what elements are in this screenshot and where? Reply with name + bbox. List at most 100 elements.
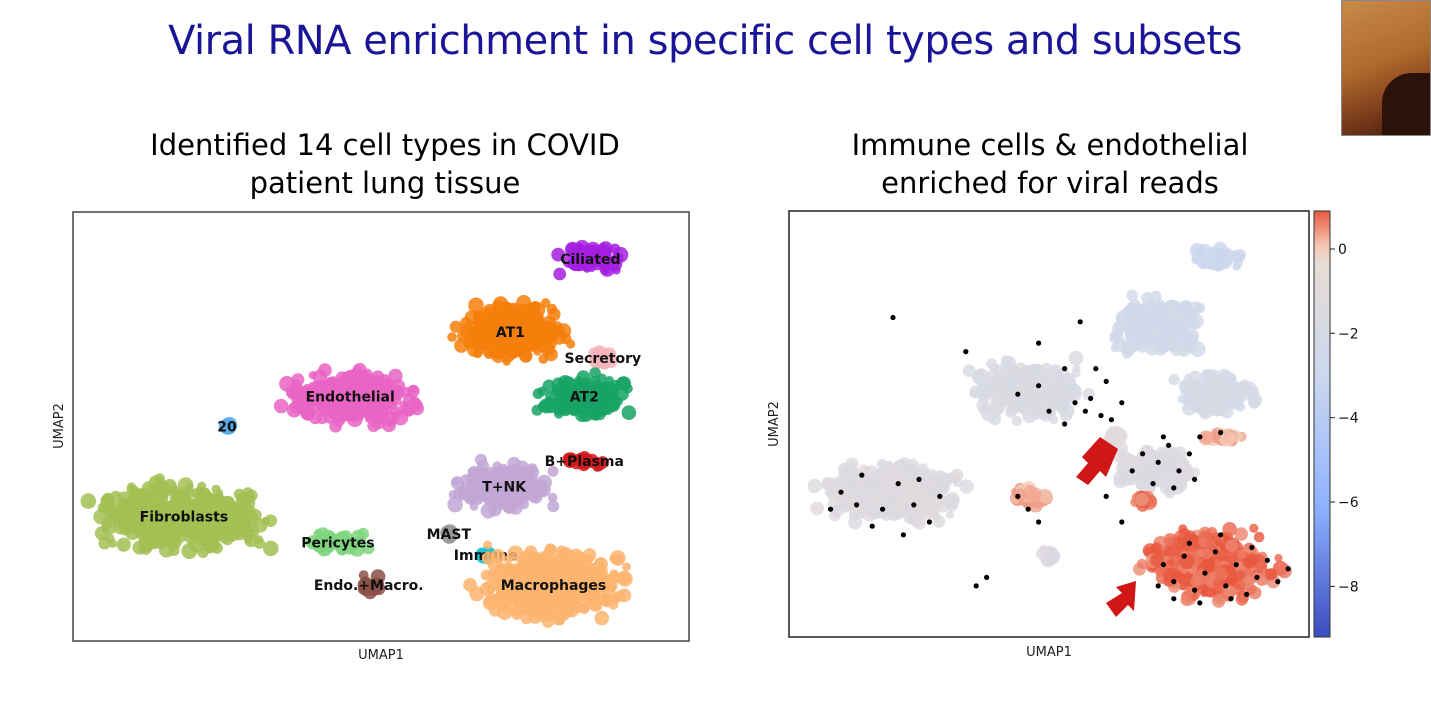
cell-point [1104, 427, 1121, 444]
viral-read-cell [1077, 319, 1083, 325]
value-cluster [1133, 522, 1292, 608]
cell-point [493, 498, 505, 510]
cell-point [525, 470, 536, 481]
cell-point [591, 573, 603, 585]
right-title-line-2: enriched for viral reads [881, 166, 1219, 200]
cell-point [843, 473, 854, 484]
cell-point [892, 487, 902, 497]
cell-point [1012, 394, 1025, 408]
viral-read-cell [1186, 540, 1192, 546]
cell-point [320, 530, 336, 546]
viral-read-cell [1233, 562, 1239, 568]
cell-point [1011, 415, 1022, 427]
viral-read-cell [1025, 506, 1031, 512]
right-panel-title: Immune cells & endothelial enriched for … [740, 126, 1360, 202]
cell-point [369, 379, 386, 396]
cell-point [497, 580, 514, 596]
webcam-person [1382, 73, 1430, 135]
cell-point [94, 526, 110, 541]
cell-point [537, 386, 547, 397]
cell-point [457, 329, 471, 343]
cell-point [1024, 401, 1035, 411]
viral-read-cell [1108, 417, 1114, 423]
cluster-20 [218, 416, 238, 435]
cell-point [493, 592, 505, 603]
y-axis-label: UMAP2 [767, 401, 782, 447]
viral-read-cell [1015, 391, 1021, 397]
cell-point [593, 602, 603, 611]
cell-point [115, 507, 126, 517]
cell-point [1249, 523, 1259, 533]
annotation-arrows [1076, 437, 1136, 617]
viral-read-cell [1192, 476, 1198, 482]
cell-point [243, 534, 254, 544]
value-cluster [1168, 368, 1263, 420]
cell-point [621, 405, 637, 420]
cell-point [574, 375, 583, 385]
cell-point [545, 554, 559, 568]
cell-point [468, 297, 484, 314]
cell-point [1256, 560, 1265, 569]
cell-point [207, 499, 223, 516]
cell-point [590, 389, 602, 401]
cell-point [1195, 303, 1206, 314]
cell-point [561, 405, 571, 415]
cell-point [1178, 524, 1188, 534]
cell-point [502, 563, 518, 578]
cell-point [1136, 558, 1148, 569]
cell-point [1234, 527, 1248, 541]
cell-point [959, 479, 974, 494]
cell-point [1243, 575, 1255, 587]
cell-point [586, 596, 595, 605]
cluster-label: Secretory [564, 351, 641, 367]
cell-point [126, 482, 137, 492]
cell-point [312, 369, 328, 385]
viral-read-cell [1244, 591, 1250, 597]
cell-point [501, 337, 511, 347]
cell-point [385, 416, 396, 427]
cell-point [211, 542, 223, 554]
cell-point [333, 408, 348, 424]
cell-point [483, 540, 493, 550]
cell-point [514, 331, 530, 347]
cell-point [1222, 522, 1237, 537]
cell-point [1154, 299, 1166, 311]
cell-point [351, 529, 365, 544]
cell-point [1201, 556, 1216, 571]
cell-point [571, 263, 580, 271]
cell-point [981, 406, 997, 422]
cell-point [200, 532, 211, 544]
viral-read-cell [1228, 596, 1234, 602]
cell-point [1180, 343, 1190, 353]
cell-point [533, 559, 546, 573]
cell-point [595, 582, 606, 593]
cell-point [242, 491, 255, 504]
colorbar-tick-label: −4 [1338, 411, 1359, 427]
cluster-label: Endo.+Macro. [314, 578, 424, 594]
cell-point [198, 523, 208, 532]
viral-read-cell [1082, 408, 1088, 414]
cell-point [504, 311, 518, 326]
cell-point [893, 500, 905, 513]
cell-point [544, 347, 558, 362]
colorbar-tick-label: −6 [1338, 495, 1359, 511]
cell-point [342, 540, 356, 553]
cell-point [599, 351, 608, 361]
cell-point [1237, 389, 1250, 402]
cell-type-plot-area: Ciliated AT1 Secretory AT2 Endothelial 20 B+Pl… [80, 240, 641, 628]
cell-point [286, 402, 302, 418]
cell-point [594, 610, 610, 626]
viral-read-cell [1155, 459, 1161, 465]
cell-point [848, 515, 863, 530]
cell-point [1184, 384, 1196, 396]
cell-point [1165, 339, 1178, 352]
cell-point [1248, 586, 1262, 600]
cell-point [1048, 364, 1063, 379]
cluster-label: T+NK [482, 480, 527, 496]
cell-point [490, 548, 506, 564]
cell-point [1242, 556, 1256, 569]
viral-read-cell [963, 349, 969, 355]
viral-read-cell [1150, 481, 1156, 487]
cell-point [993, 403, 1005, 414]
cell-point [492, 313, 504, 325]
